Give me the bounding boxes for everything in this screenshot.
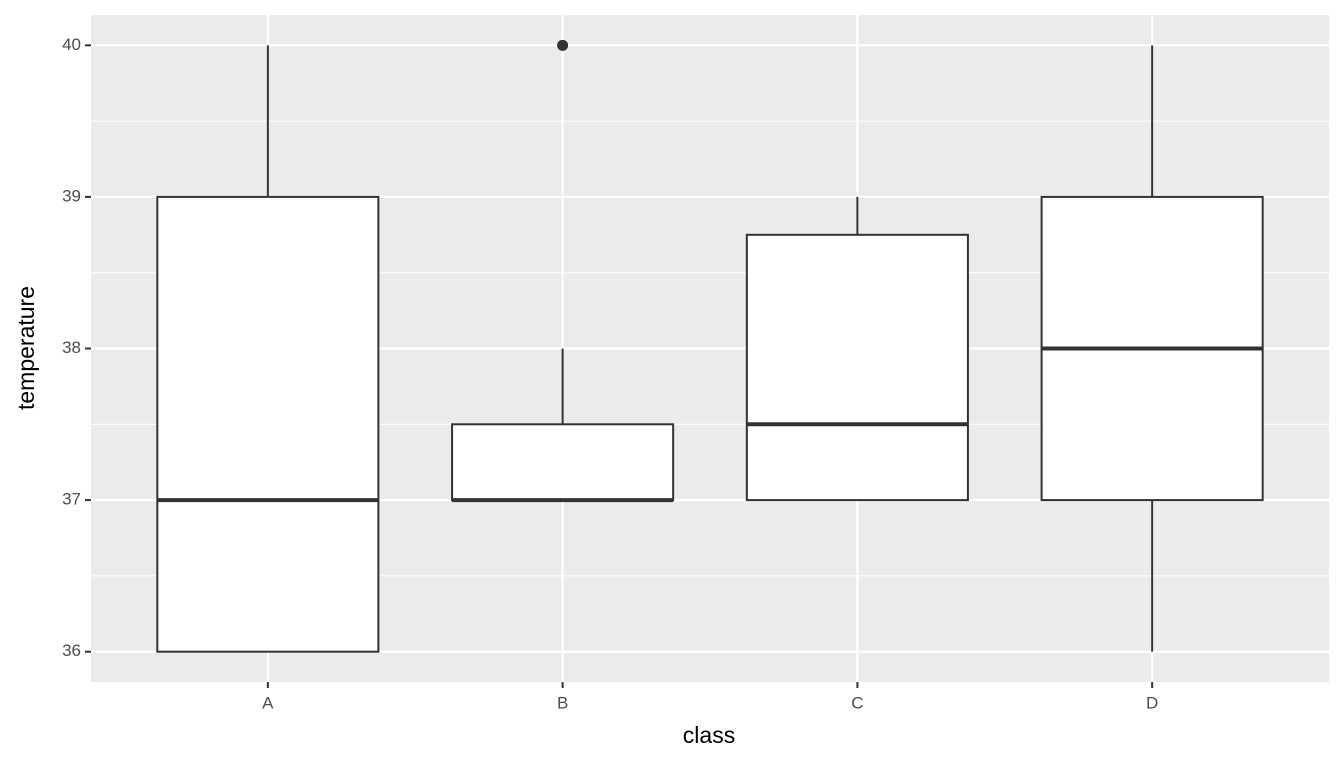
x-tick-label: A bbox=[262, 693, 274, 712]
y-tick-label: 38 bbox=[62, 338, 81, 357]
x-axis-label: class bbox=[683, 722, 735, 748]
outlier bbox=[557, 39, 569, 51]
y-tick-label: 36 bbox=[62, 641, 81, 660]
x-tick-label: C bbox=[851, 693, 863, 712]
y-axis-label: temperature bbox=[13, 286, 39, 410]
x-tick-label: B bbox=[557, 693, 568, 712]
x-tick-label: D bbox=[1146, 693, 1158, 712]
y-tick-label: 37 bbox=[62, 490, 81, 509]
y-tick-label: 40 bbox=[62, 35, 81, 54]
box bbox=[745, 233, 969, 502]
box bbox=[156, 195, 380, 653]
box bbox=[451, 423, 675, 502]
y-tick-label: 39 bbox=[62, 186, 81, 205]
